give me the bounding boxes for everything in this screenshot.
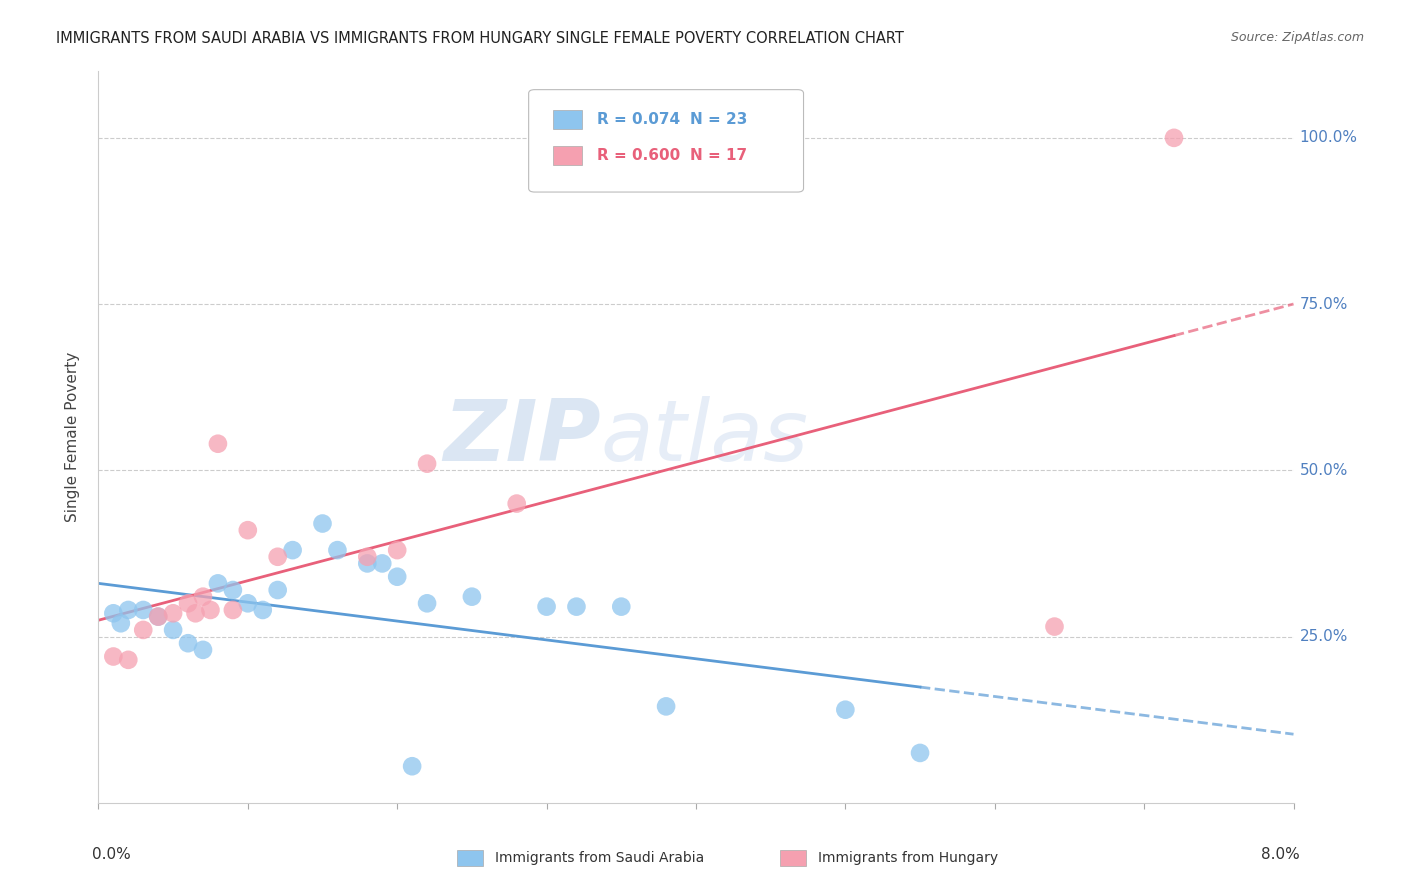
Point: [1043, 619, 1066, 633]
Text: R = 0.074: R = 0.074: [596, 112, 681, 128]
Point: [162, 607, 184, 621]
Point: [222, 582, 245, 597]
Point: [236, 523, 259, 537]
Point: [416, 457, 439, 471]
Point: [132, 623, 155, 637]
Point: [565, 599, 588, 614]
Point: [385, 570, 409, 584]
Text: IMMIGRANTS FROM SAUDI ARABIA VS IMMIGRANTS FROM HUNGARY SINGLE FEMALE POVERTY CO: IMMIGRANTS FROM SAUDI ARABIA VS IMMIGRAN…: [56, 31, 904, 46]
Point: [536, 599, 558, 614]
Point: [207, 576, 229, 591]
Point: [506, 497, 529, 511]
Point: [117, 603, 139, 617]
Point: [236, 596, 259, 610]
Point: [177, 636, 200, 650]
Point: [103, 607, 125, 621]
Text: 0.0%: 0.0%: [93, 847, 131, 862]
Point: [834, 703, 856, 717]
Point: [162, 623, 184, 637]
Text: 8.0%: 8.0%: [1261, 847, 1299, 862]
Point: [207, 436, 229, 450]
Bar: [779, 849, 806, 866]
Point: [110, 616, 132, 631]
Text: 50.0%: 50.0%: [1299, 463, 1348, 478]
Bar: [553, 146, 582, 165]
Point: [132, 603, 155, 617]
Point: [356, 549, 378, 564]
Text: 75.0%: 75.0%: [1299, 297, 1348, 311]
Text: Source: ZipAtlas.com: Source: ZipAtlas.com: [1230, 31, 1364, 45]
Text: R = 0.600: R = 0.600: [596, 148, 681, 163]
Text: atlas: atlas: [600, 395, 808, 479]
Point: [385, 543, 409, 558]
Point: [655, 699, 678, 714]
Point: [191, 643, 214, 657]
Bar: [457, 849, 484, 866]
Bar: [553, 111, 582, 128]
Text: 25.0%: 25.0%: [1299, 629, 1348, 644]
Point: [117, 653, 139, 667]
Text: Immigrants from Saudi Arabia: Immigrants from Saudi Arabia: [495, 851, 704, 864]
Text: ZIP: ZIP: [443, 395, 600, 479]
Text: Immigrants from Hungary: Immigrants from Hungary: [818, 851, 998, 864]
Point: [311, 516, 333, 531]
Point: [371, 557, 394, 571]
Point: [401, 759, 423, 773]
Text: N = 23: N = 23: [690, 112, 748, 128]
Point: [177, 596, 200, 610]
Point: [908, 746, 931, 760]
Point: [267, 549, 290, 564]
Point: [281, 543, 304, 558]
Point: [191, 590, 214, 604]
Point: [222, 603, 245, 617]
Point: [1163, 131, 1185, 145]
Text: 100.0%: 100.0%: [1299, 130, 1358, 145]
Y-axis label: Single Female Poverty: Single Female Poverty: [65, 352, 80, 522]
Point: [356, 557, 378, 571]
Text: N = 17: N = 17: [690, 148, 747, 163]
Point: [610, 599, 633, 614]
Point: [252, 603, 274, 617]
Point: [416, 596, 439, 610]
Point: [184, 607, 207, 621]
Point: [200, 603, 222, 617]
Point: [461, 590, 484, 604]
Point: [148, 609, 170, 624]
Point: [267, 582, 290, 597]
Point: [103, 649, 125, 664]
Point: [148, 609, 170, 624]
Point: [326, 543, 349, 558]
FancyBboxPatch shape: [529, 90, 804, 192]
